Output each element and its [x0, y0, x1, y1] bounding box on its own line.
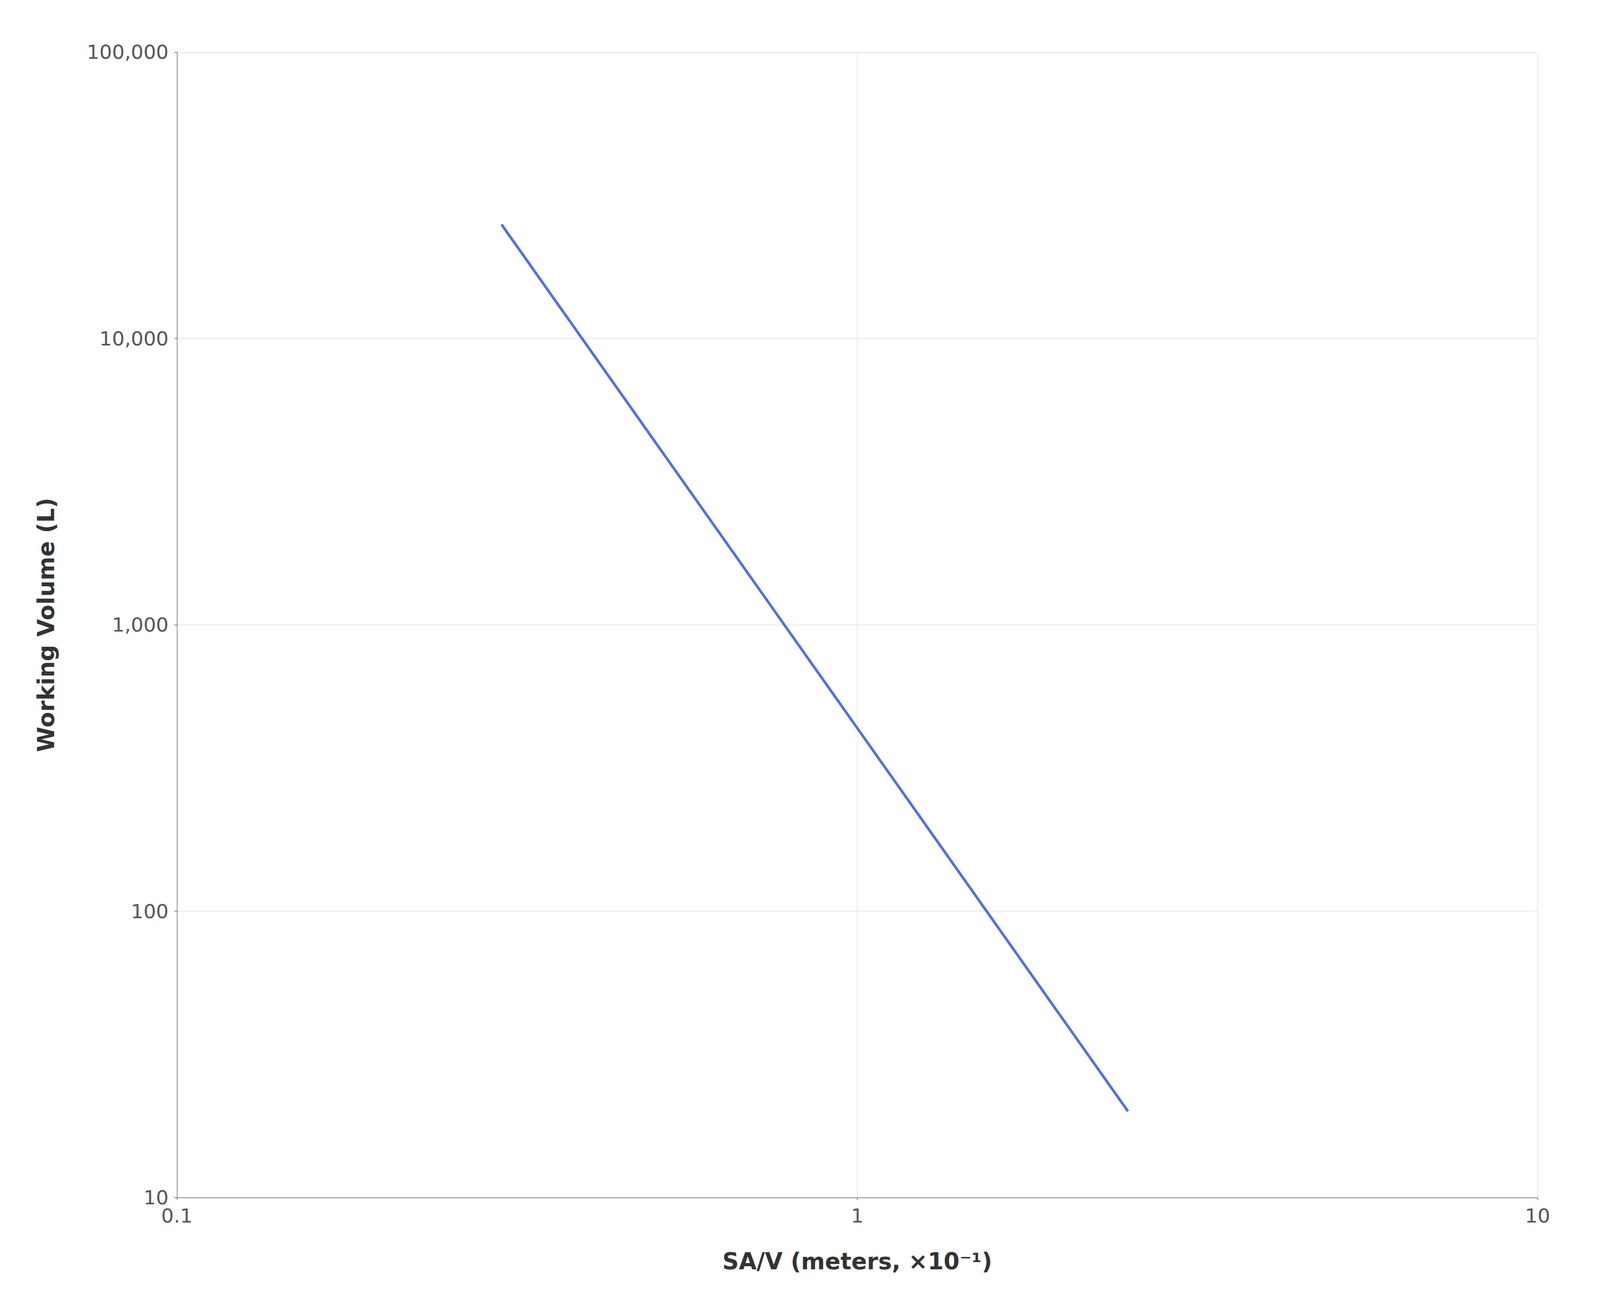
svg-text:1,000: 1,000 [111, 613, 169, 637]
svg-text:Working Volume (L): Working Volume (L) [32, 497, 60, 753]
svg-text:10: 10 [143, 1186, 169, 1210]
svg-text:SA/V (meters, ×10⁻¹): SA/V (meters, ×10⁻¹) [722, 1248, 992, 1275]
svg-text:0.1: 0.1 [161, 1204, 193, 1228]
svg-text:100,000: 100,000 [86, 40, 169, 64]
svg-text:10,000: 10,000 [99, 327, 169, 351]
svg-text:1: 1 [850, 1204, 864, 1228]
svg-text:100: 100 [130, 900, 169, 924]
svg-text:10: 10 [1525, 1204, 1551, 1228]
